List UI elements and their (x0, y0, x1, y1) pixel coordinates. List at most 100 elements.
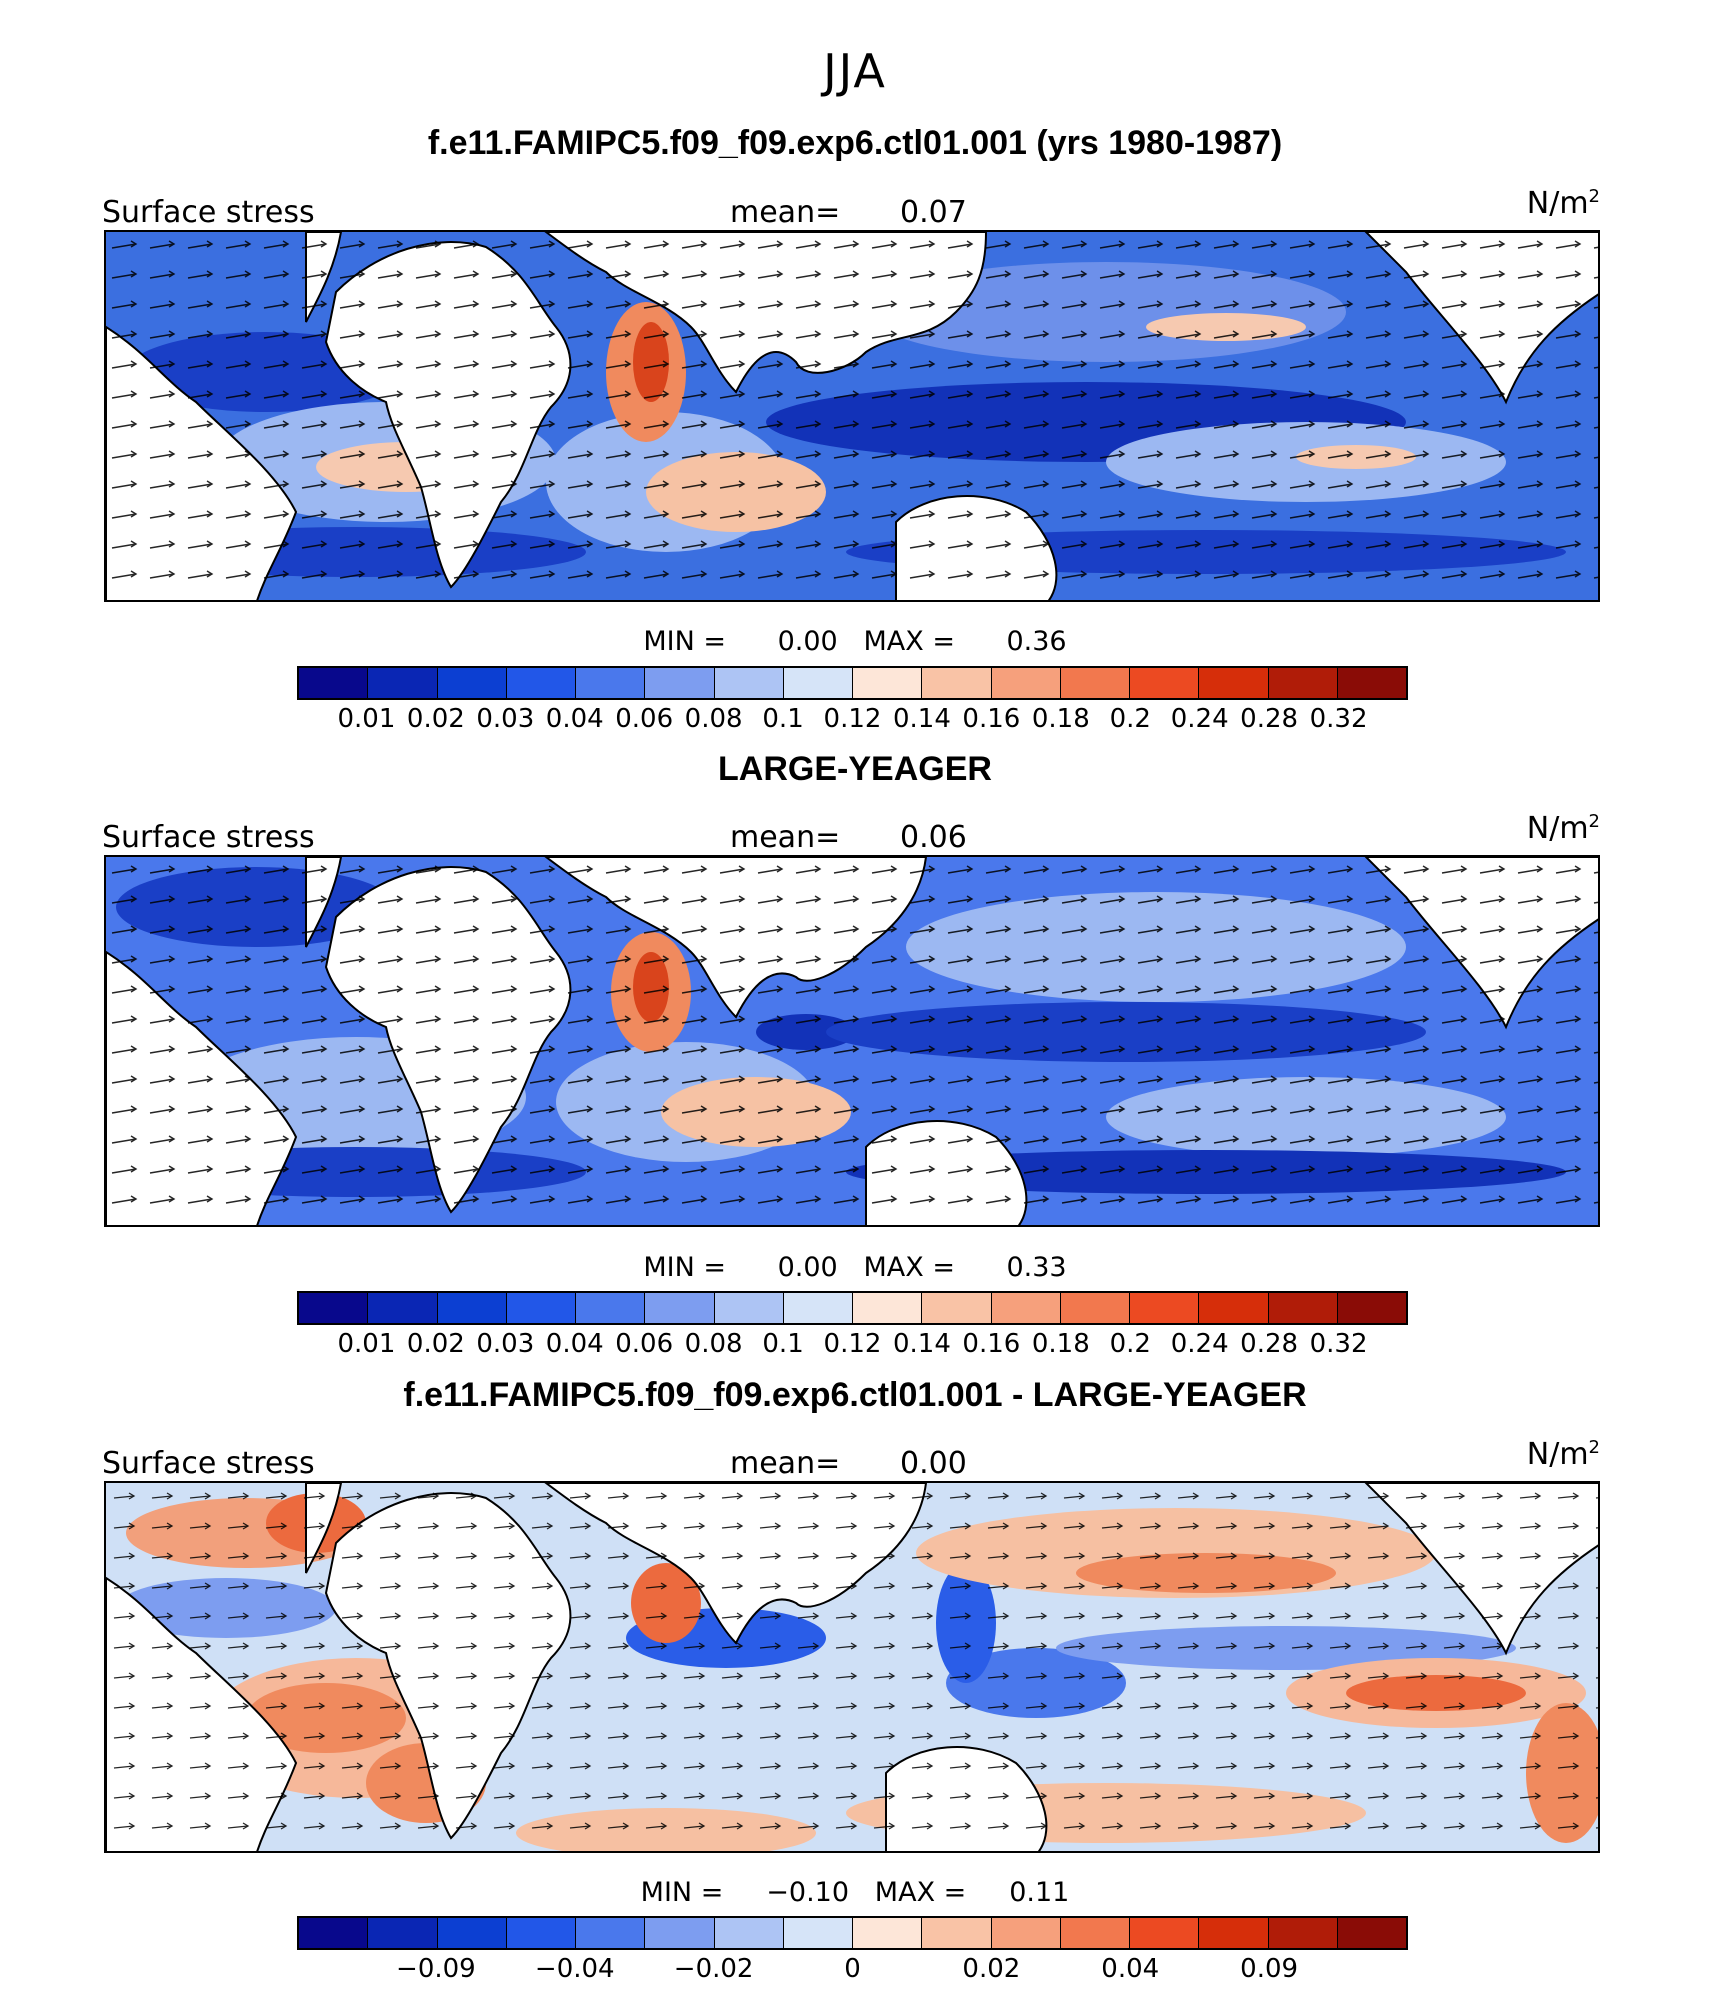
colorbar-swatch (922, 1918, 992, 1948)
colorbar-tick-label: 0.08 (684, 704, 743, 734)
colorbar-swatch (853, 668, 923, 698)
panel-2-min-label: MIN = (643, 1252, 727, 1283)
colorbar-tick-label: 0.04 (545, 704, 604, 734)
panel-2-title: LARGE-YEAGER (718, 750, 992, 788)
panel-1-colorbar (297, 666, 1408, 700)
colorbar-swatch (645, 668, 715, 698)
panel-3-map (104, 1481, 1600, 1853)
colorbar-swatch (922, 668, 992, 698)
colorbar-swatch (714, 1293, 784, 1323)
colorbar-tick-label: 0.24 (1170, 1329, 1229, 1359)
colorbar-tick-label: 0.16 (962, 1329, 1021, 1359)
colorbar-tick-label: 0.14 (892, 1329, 951, 1359)
colorbar-swatch (783, 1293, 853, 1323)
colorbar-swatch (783, 1918, 853, 1948)
colorbar-tick-label: 0.18 (1031, 704, 1090, 734)
colorbar-tick-label: 0.2 (1109, 704, 1151, 734)
colorbar-swatch (299, 1918, 369, 1948)
colorbar-tick-label: 0.16 (962, 704, 1021, 734)
panel-2-variable: Surface stress (102, 820, 315, 855)
panel-1-title: f.e11.FAMIPC5.f09_f09.exp6.ctl01.001 (yr… (427, 124, 1283, 162)
colorbar-tick-label: −0.09 (396, 1954, 476, 1984)
colorbar-tick-label: 0.06 (615, 1329, 674, 1359)
panel-1-map (104, 230, 1600, 602)
panel-1-colorbar-ticks: 0.01 0.02 0.03 0.04 0.06 0.08 0.1 0.12 0.14 0.16 0… (0, 704, 1710, 736)
panel-2-units: N/m2 (1526, 811, 1600, 846)
panel-1-max-value: 0.36 (1006, 626, 1067, 657)
panel-3-units: N/m2 (1526, 1437, 1600, 1472)
colorbar-swatch (437, 668, 507, 698)
colorbar-swatch (576, 1293, 646, 1323)
colorbar-tick-label: 0 (844, 1954, 861, 1984)
panel-2-max-value: 0.33 (1006, 1252, 1067, 1283)
colorbar-swatch (1268, 1293, 1338, 1323)
colorbar-swatch (506, 1918, 576, 1948)
colorbar-tick-label: 0.01 (337, 1329, 396, 1359)
colorbar-swatch (853, 1918, 923, 1948)
colorbar-tick-label: 0.06 (615, 704, 674, 734)
panel-3-min-value: −0.10 (766, 1877, 850, 1908)
colorbar-tick-label: 0.24 (1170, 704, 1229, 734)
panel-3-mean-label: mean= (730, 1446, 841, 1481)
colorbar-swatch (368, 1293, 438, 1323)
colorbar-swatch (1060, 1293, 1130, 1323)
colorbar-tick-label: 0.03 (476, 704, 535, 734)
colorbar-swatch (1060, 1918, 1130, 1948)
panel-2-mean-value: 0.06 (900, 820, 967, 855)
colorbar-tick-label: 0.12 (823, 704, 882, 734)
colorbar-swatch (1337, 1918, 1406, 1948)
panel-1-min-value: 0.00 (777, 626, 838, 657)
colorbar-swatch (853, 1293, 923, 1323)
colorbar-swatch (437, 1293, 507, 1323)
colorbar-tick-label: 0.1 (762, 1329, 804, 1359)
colorbar-swatch (1130, 668, 1200, 698)
colorbar-swatch (991, 1918, 1061, 1948)
colorbar-tick-label: 0.32 (1309, 1329, 1368, 1359)
panel-2-colorbar (297, 1291, 1408, 1325)
colorbar-swatch (1199, 668, 1269, 698)
panel-3-title: f.e11.FAMIPC5.f09_f09.exp6.ctl01.001 - L… (403, 1376, 1307, 1414)
colorbar-swatch (1199, 1918, 1269, 1948)
colorbar-swatch (506, 668, 576, 698)
colorbar-tick-label: 0.28 (1240, 704, 1299, 734)
panel-3-min-label: MIN = (640, 1877, 724, 1908)
colorbar-swatch (991, 668, 1061, 698)
colorbar-swatch (299, 1293, 369, 1323)
colorbar-swatch (1337, 1293, 1406, 1323)
panel-3-variable: Surface stress (102, 1446, 315, 1481)
panel-2-minmax: MIN = 0.00 MAX = 0.33 (0, 1252, 1710, 1283)
colorbar-tick-label: 0.02 (962, 1954, 1021, 1984)
panel-3-max-value: 0.11 (1009, 1877, 1070, 1908)
colorbar-tick-label: 0.12 (823, 1329, 882, 1359)
colorbar-tick-label: 0.03 (476, 1329, 535, 1359)
colorbar-swatch (576, 668, 646, 698)
panel-2-map (104, 855, 1600, 1227)
colorbar-swatch (714, 1918, 784, 1948)
colorbar-swatch (922, 1293, 992, 1323)
colorbar-tick-label: 0.2 (1109, 1329, 1151, 1359)
panel-3-max-label: MAX = (874, 1877, 967, 1908)
panel-1-mean-value: 0.07 (900, 195, 967, 230)
panel-3-colorbar (297, 1916, 1408, 1950)
panel-3-minmax: MIN = −0.10 MAX = 0.11 (0, 1877, 1710, 1908)
colorbar-swatch (368, 1918, 438, 1948)
colorbar-tick-label: −0.02 (673, 1954, 754, 1984)
colorbar-swatch (1268, 668, 1338, 698)
colorbar-swatch (1337, 668, 1406, 698)
panel-1-mean-label: mean= (730, 195, 841, 230)
colorbar-swatch (1130, 1918, 1200, 1948)
panel-3-mean-value: 0.00 (900, 1446, 967, 1481)
colorbar-swatch (991, 1293, 1061, 1323)
colorbar-swatch (783, 668, 853, 698)
panel-1-minmax: MIN = 0.00 MAX = 0.36 (0, 626, 1710, 657)
colorbar-tick-label: 0.08 (684, 1329, 743, 1359)
season-title: JJA (823, 44, 887, 98)
colorbar-tick-label: 0.18 (1031, 1329, 1090, 1359)
panel-1-min-label: MIN = (643, 626, 727, 657)
colorbar-tick-label: 0.14 (892, 704, 951, 734)
colorbar-swatch (1199, 1293, 1269, 1323)
colorbar-tick-label: 0.1 (762, 704, 804, 734)
colorbar-swatch (576, 1918, 646, 1948)
colorbar-tick-label: 0.02 (406, 704, 465, 734)
colorbar-tick-label: 0.04 (545, 1329, 604, 1359)
